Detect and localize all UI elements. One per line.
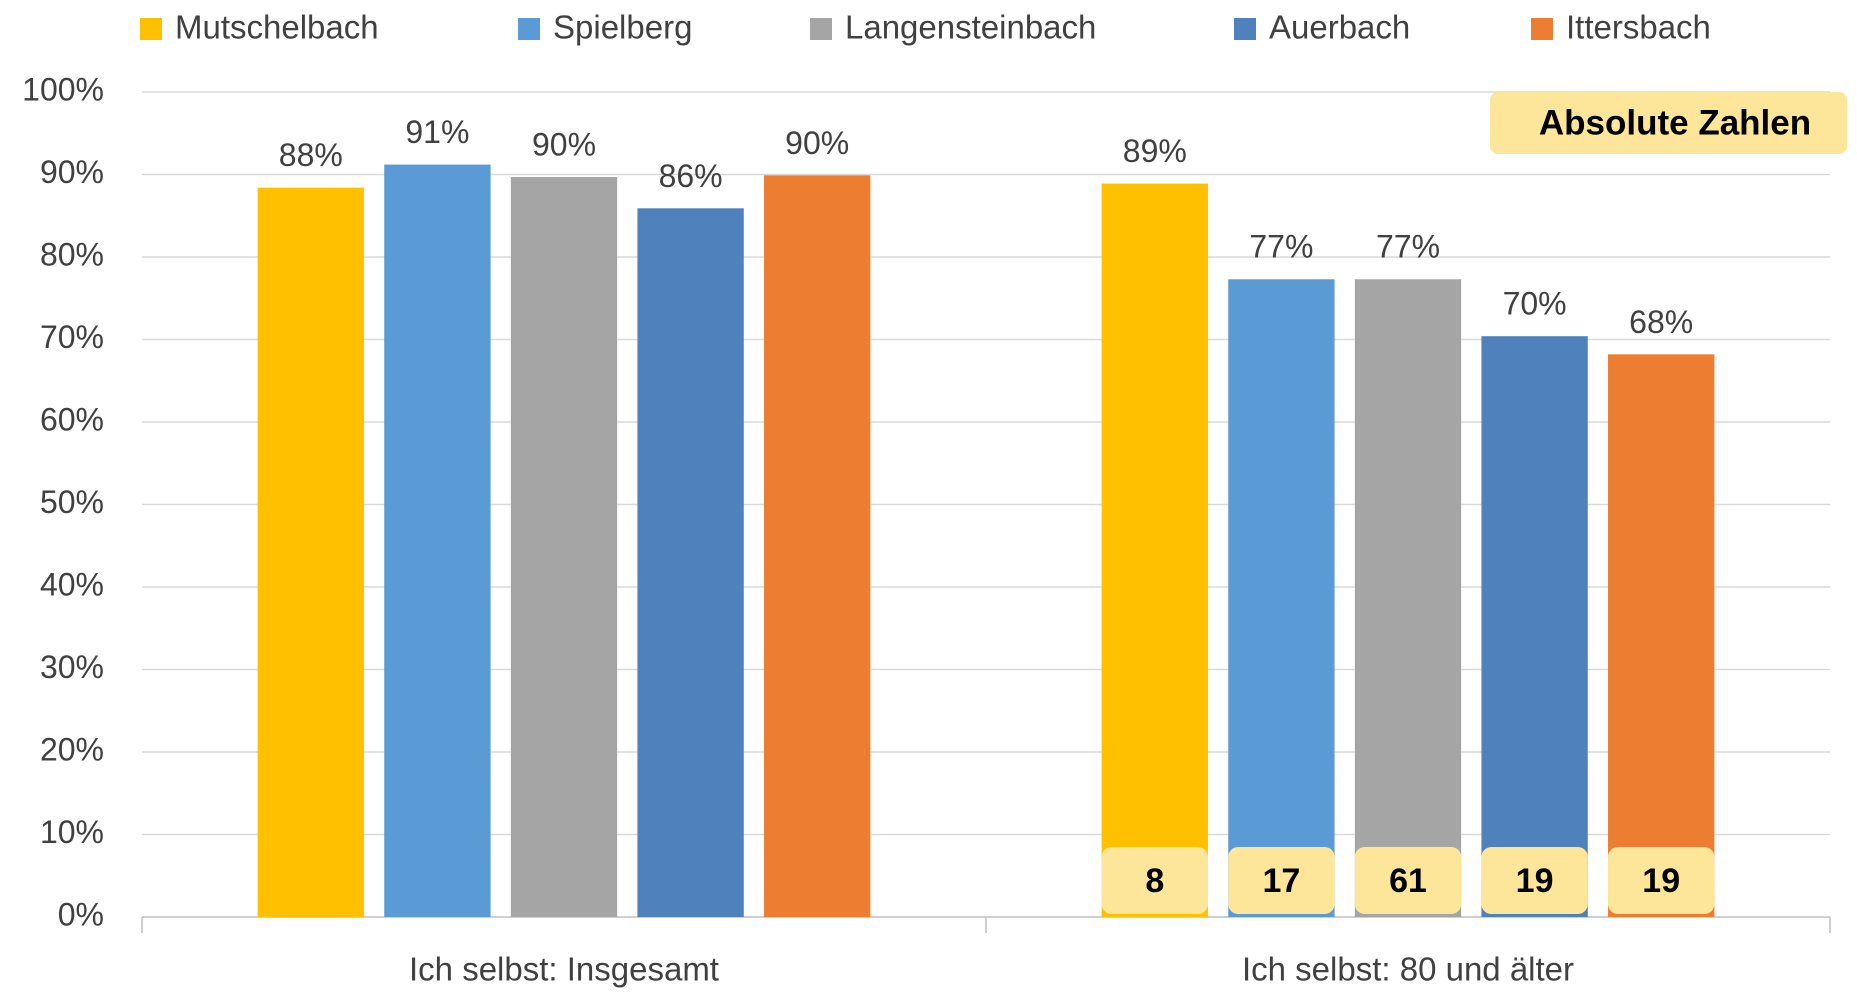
legend-label: Spielberg [553,9,692,46]
y-tick-label: 30% [40,649,104,685]
x-tick-label: Ich selbst: 80 und älter [1242,951,1574,988]
count-box [1228,847,1335,914]
legend-swatch [1531,18,1553,40]
data-label: 90% [785,125,849,161]
annotation: Absolute Zahlen [1539,103,1811,142]
data-label: 77% [1249,229,1313,265]
legend-swatch [1234,18,1256,40]
y-tick-label: 80% [40,236,104,272]
data-label: 77% [1376,229,1440,265]
count-label: 19 [1516,862,1554,900]
x-tick-label: Ich selbst: Insgesamt [409,951,719,988]
annotation-box [1490,92,1847,154]
count-label: 8 [1145,862,1164,900]
count-box [1481,847,1588,914]
y-tick-label: 0% [58,896,104,932]
legend-label: Langensteinbach [845,9,1096,46]
y-tick-label: 40% [40,566,104,602]
data-label: 70% [1503,286,1567,322]
bar [637,208,744,917]
count-box [1101,847,1208,914]
y-tick-label: 20% [40,731,104,767]
legend-label: Auerbach [1269,9,1410,46]
bar [257,187,364,917]
y-tick-label: 100% [22,71,104,107]
data-label: 86% [659,158,723,194]
legend-swatch [140,18,162,40]
bar [1481,336,1588,917]
data-label: 68% [1629,304,1693,340]
y-tick-label: 10% [40,814,104,850]
y-tick-label: 50% [40,484,104,520]
data-label: 91% [405,114,469,150]
bar [1228,279,1335,917]
bar [1608,354,1715,918]
bar [764,175,871,917]
plot: 0% 10% 20% 30% 40% 50% 60% 70% 80% 90% 100% Ich sel… [22,9,1831,988]
legend-swatch [810,18,832,40]
data-label: 88% [279,137,343,173]
bar [510,176,618,918]
bar [384,164,491,918]
count-label: 17 [1262,862,1300,900]
data-label: 89% [1123,133,1187,169]
count-label: 19 [1642,862,1680,900]
y-tick-label: 70% [40,319,104,355]
legend-label: Mutschelbach [175,9,379,46]
legend-swatch [518,18,540,40]
bar [1354,279,1462,917]
count-box [1608,847,1715,914]
count-box [1354,847,1462,914]
legend-label: Ittersbach [1566,9,1711,46]
count-label: 61 [1389,862,1427,900]
y-tick-label: 90% [40,154,104,190]
bar [1101,183,1208,917]
y-tick-label: 60% [40,401,104,437]
data-label: 90% [532,126,596,162]
